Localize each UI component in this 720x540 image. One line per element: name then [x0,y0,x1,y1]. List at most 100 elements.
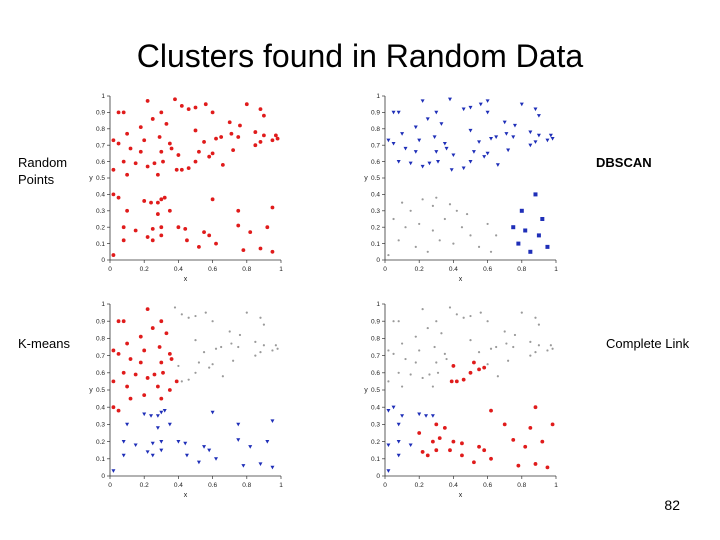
data-point [180,313,183,316]
data-point [142,199,147,203]
slide-title: Clusters found in Random Data [136,38,584,74]
data-point [436,371,440,374]
data-point [537,344,540,347]
data-point [145,376,150,380]
data-point [197,244,201,249]
data-point [448,448,452,453]
data-point [472,460,476,465]
data-point [533,462,538,466]
data-point [396,453,401,458]
data-point [111,405,116,410]
data-point [145,307,150,312]
y-tick-label: 0.2 [371,439,380,446]
data-point [425,117,430,121]
data-point [477,245,481,248]
data-point [241,248,246,253]
data-point [420,450,425,454]
data-point [386,138,391,143]
data-point [485,99,490,103]
x-tick-label: 0 [108,482,112,489]
data-point [391,110,396,115]
y-axis-label: y [364,387,368,394]
x-tick-label: 1 [279,482,283,489]
data-point [159,440,164,444]
data-point [180,380,183,383]
data-point [461,377,466,382]
data-point [159,149,164,154]
data-point [414,245,417,248]
data-point [179,103,184,108]
data-point [434,448,439,453]
data-point [502,120,507,125]
data-point [207,154,212,159]
data-point [461,107,466,112]
data-point [125,384,129,389]
y-tick-label: 1 [376,93,380,100]
data-point [397,239,400,242]
data-point [386,469,391,473]
data-point [111,138,116,143]
data-point [157,345,162,349]
data-point [164,121,169,126]
data-point [214,347,218,350]
data-point [431,385,434,388]
data-point [142,393,147,398]
data-point [447,97,452,102]
data-point [228,330,231,333]
data-point [157,135,162,139]
x-tick-label: 1 [554,266,558,273]
data-point [489,137,494,141]
data-point [245,311,248,314]
data-point [138,360,143,365]
data-point [421,376,424,380]
data-point [427,161,432,166]
data-point [220,162,225,167]
data-point [494,135,499,139]
data-point [248,230,253,235]
data-point [149,200,153,205]
data-point [511,135,516,139]
data-point [537,323,540,326]
data-point [150,226,155,231]
data-point [430,439,435,444]
data-point [479,311,482,314]
data-point [546,349,549,352]
y-tick-label: 0.4 [96,192,105,199]
y-tick-label: 0.6 [371,370,380,377]
data-point [187,378,190,381]
y-tick-label: 0.8 [96,126,105,133]
slide-number: 82 [664,497,680,513]
x-tick-label: 0.8 [517,482,526,489]
data-point [387,380,390,383]
x-tick-label: 0.4 [449,482,458,489]
data-point [442,425,447,430]
data-point [152,161,157,166]
data-point [125,341,129,346]
data-point [400,132,405,136]
data-point [229,131,234,136]
data-point [270,419,275,423]
data-point [194,314,197,318]
y-tick-label: 0.5 [96,175,105,182]
data-point [193,159,198,164]
data-point [409,209,412,212]
data-point [270,205,275,210]
x-tick-label: 0.4 [174,266,183,273]
data-point [486,222,489,226]
data-point [133,228,138,233]
y-tick-label: 0.2 [96,439,105,446]
data-point [401,342,404,345]
data-point [230,342,233,345]
data-point [428,373,431,376]
data-point [401,201,404,204]
data-point [460,453,464,458]
data-point [208,366,211,369]
data-point [486,320,489,323]
y-tick-label: 0 [376,473,380,480]
y-axis-label: y [89,175,93,182]
data-point [128,146,133,151]
data-point [125,131,129,136]
data-point [238,333,242,337]
y-tick-label: 0.3 [96,208,105,215]
data-point [214,457,219,461]
